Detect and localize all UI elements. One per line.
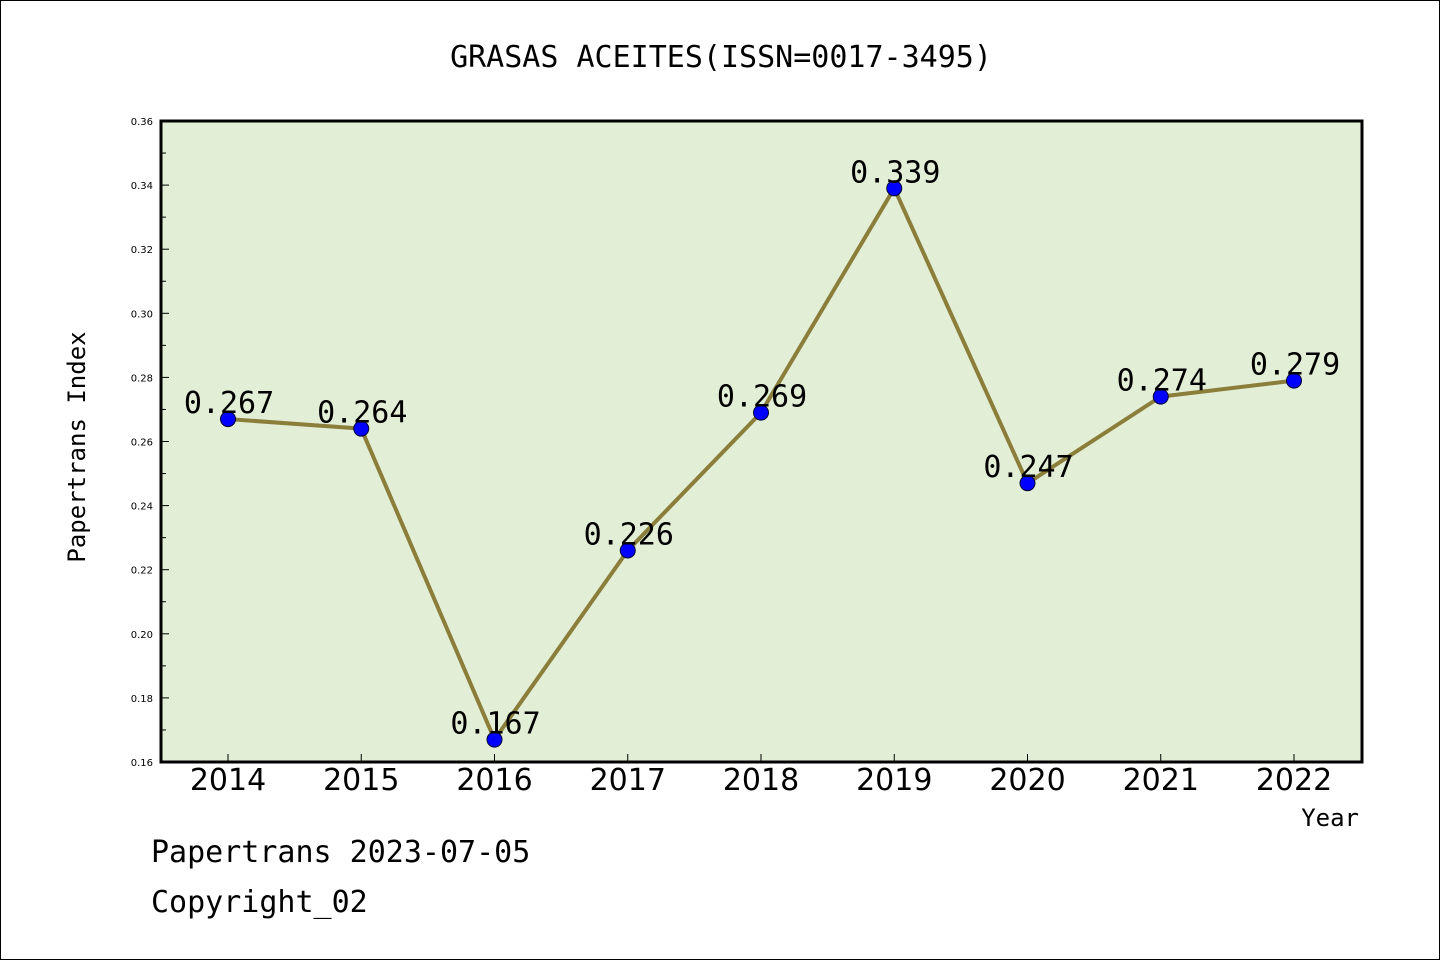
footer-copyright: Copyright_02	[151, 885, 368, 920]
chart-title: GRASAS ACEITES(ISSN=0017-3495)	[450, 40, 992, 75]
data-label: 0.274	[1117, 364, 1207, 399]
x-tick-label: 2019	[856, 763, 932, 798]
data-point	[619, 542, 636, 559]
y-minor-ticks	[161, 152, 166, 731]
data-label: 0.167	[450, 707, 540, 742]
y-tick-label: 0.34	[131, 181, 153, 192]
x-tick-label: 2017	[590, 763, 666, 798]
x-tick-label: 2020	[989, 763, 1065, 798]
x-tick-label: 2018	[723, 763, 799, 798]
data-label: 0.339	[850, 155, 940, 190]
data-label: 0.247	[983, 450, 1073, 485]
x-tick-label: 2022	[1256, 763, 1332, 798]
data-point	[753, 404, 769, 421]
x-tick-label: 2021	[1123, 763, 1199, 798]
y-tick-label: 0.22	[131, 566, 153, 577]
y-axis-ticks: 0.16 0.18 0.20 0.22 0.24 0.26 0.28 0.30 0.32 0.34…	[131, 117, 169, 769]
y-axis-label: Papertrans Index	[63, 331, 91, 562]
x-axis-label: Year	[1301, 804, 1359, 832]
data-label: 0.267	[184, 386, 274, 421]
data-point	[886, 180, 903, 197]
y-tick-label: 0.16	[131, 758, 153, 769]
footer-date: Papertrans 2023-07-05	[151, 835, 531, 870]
y-tick-label: 0.24	[131, 502, 153, 513]
y-tick-label: 0.26	[131, 438, 153, 449]
x-tick-label: 2014	[190, 763, 266, 798]
data-point	[486, 731, 503, 748]
x-axis-ticks: 2014 2015 2016 2017 2018 2019 2020 2021 2022	[190, 754, 1332, 798]
y-tick-label: 0.30	[131, 309, 153, 320]
data-label: 0.226	[584, 517, 674, 552]
y-tick-label: 0.36	[131, 117, 153, 128]
data-point	[1286, 372, 1302, 389]
data-label: 0.264	[317, 396, 407, 431]
data-label: 0.269	[717, 380, 807, 415]
data-markers	[220, 180, 1302, 748]
plot-area	[159, 119, 1364, 764]
y-tick-label: 0.32	[131, 245, 153, 256]
y-tick-label: 0.28	[131, 373, 153, 384]
x-tick-label: 2016	[456, 763, 532, 798]
data-labels: 0.267 0.264 0.167 0.226 0.269 0.339 0.247 0.274…	[184, 155, 1340, 741]
y-tick-label: 0.20	[131, 630, 153, 641]
data-point	[353, 420, 370, 437]
y-tick-label: 0.18	[131, 694, 153, 705]
data-point	[1019, 475, 1036, 492]
data-point	[220, 411, 236, 428]
data-point	[1152, 388, 1169, 405]
data-label: 0.279	[1250, 348, 1340, 383]
x-tick-label: 2015	[323, 763, 399, 798]
